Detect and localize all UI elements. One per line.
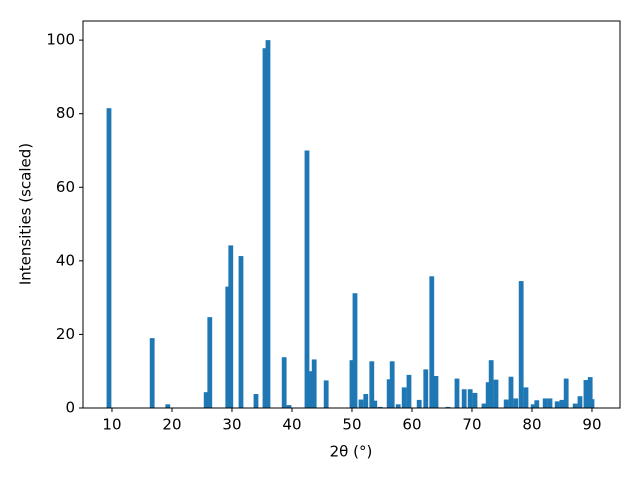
- bar: [423, 369, 429, 408]
- bar: [534, 400, 540, 408]
- bar: [265, 40, 271, 409]
- bar: [386, 379, 392, 408]
- bar: [530, 404, 536, 408]
- bar: [583, 380, 589, 408]
- bar: [445, 406, 451, 408]
- bar: [238, 256, 244, 408]
- x-tick-label: 60: [402, 416, 421, 434]
- bar: [304, 150, 310, 409]
- x-tick-label: 20: [162, 416, 181, 434]
- bar: [563, 378, 569, 408]
- bar: [429, 276, 435, 408]
- bar: [369, 361, 375, 408]
- bar: [358, 399, 364, 408]
- bar: [416, 399, 422, 408]
- bar: [508, 376, 514, 408]
- bar: [401, 387, 407, 408]
- bar: [503, 399, 509, 408]
- bar: [488, 360, 494, 408]
- x-tick-label: 80: [522, 416, 541, 434]
- bar: [481, 403, 487, 408]
- bar: [149, 338, 155, 408]
- bar: [253, 394, 259, 408]
- bar: [389, 361, 395, 408]
- bar: [352, 293, 358, 408]
- y-tick-label: 40: [56, 251, 75, 269]
- bar: [311, 359, 317, 408]
- bar: [542, 398, 548, 408]
- bar: [433, 375, 439, 408]
- bar: [577, 396, 583, 408]
- bar: [262, 48, 268, 408]
- bar: [281, 357, 287, 408]
- y-tick-label: 0: [65, 399, 75, 417]
- x-axis-label: 2θ (°): [330, 443, 373, 461]
- y-tick-label: 100: [46, 31, 75, 49]
- bar: [523, 387, 529, 408]
- bar: [286, 405, 292, 408]
- bar: [207, 317, 213, 408]
- bar: [372, 400, 378, 408]
- bar: [467, 389, 473, 408]
- bar: [203, 392, 209, 408]
- bar: [587, 377, 593, 408]
- bar: [454, 378, 460, 408]
- bar: [485, 382, 491, 408]
- x-tick-label: 50: [342, 416, 361, 434]
- y-tick-label: 60: [56, 178, 75, 196]
- x-tick-label: 40: [282, 416, 301, 434]
- bar: [554, 401, 560, 408]
- bar: [513, 398, 519, 408]
- y-tick-label: 80: [56, 104, 75, 122]
- bar: [493, 379, 499, 408]
- bar: [165, 404, 171, 408]
- bar: [572, 403, 578, 408]
- bar: [323, 380, 329, 408]
- bar: [228, 245, 234, 408]
- bar: [106, 108, 112, 408]
- bar: [589, 399, 595, 408]
- y-axis-label: Intensities (scaled): [17, 143, 35, 285]
- bar: [547, 398, 553, 408]
- bar: [406, 374, 412, 408]
- x-tick-label: 30: [222, 416, 241, 434]
- plot-frame: [82, 20, 621, 409]
- bar: [225, 286, 231, 408]
- bar: [377, 406, 383, 408]
- x-tick-label: 90: [582, 416, 601, 434]
- bar: [395, 404, 401, 408]
- bar: [363, 394, 369, 408]
- bar: [518, 281, 524, 408]
- bar: [349, 360, 355, 408]
- bar: [559, 399, 565, 408]
- bar: [472, 392, 478, 408]
- bar: [308, 371, 314, 408]
- x-tick-label: 70: [462, 416, 481, 434]
- x-tick-label: 10: [102, 416, 121, 434]
- y-tick-label: 20: [56, 325, 75, 343]
- bar: [461, 389, 467, 408]
